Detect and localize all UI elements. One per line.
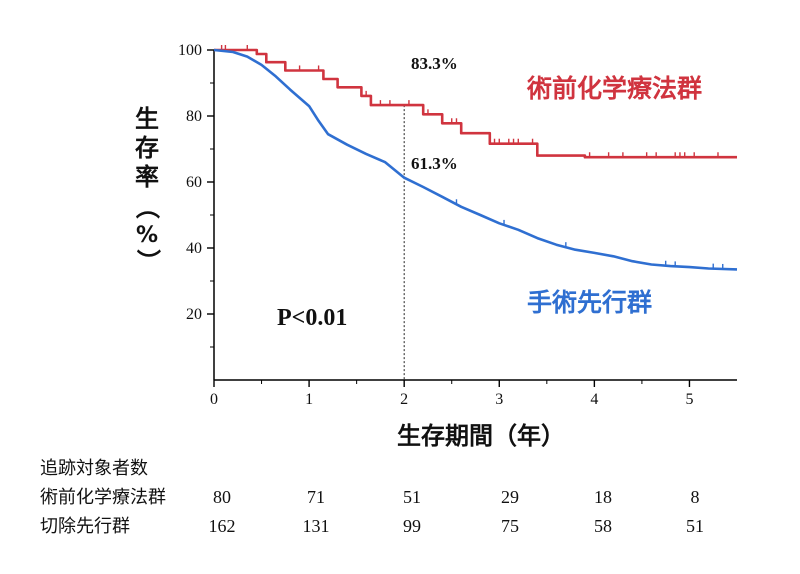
risk-row-label-chemo: 術前化学療法群 [40,487,166,508]
x-tick-label: 2 [400,391,408,408]
x-axis-label: 生存期間（年） [397,422,565,450]
risk-table-value: 75 [501,516,519,536]
risk-table-value: 29 [501,487,519,507]
annotation-chemo-2yr: 83.3% [411,54,458,73]
y-label-char-2: 存 [135,134,159,162]
y-tick-label: 80 [186,108,202,125]
y-tick-label: 20 [186,306,202,323]
x-tick-label: 1 [305,391,313,408]
legend-chemo-group: 術前化学療法群 [526,74,702,103]
risk-table-value: 71 [307,487,325,507]
risk-table-value: 80 [213,487,231,507]
survival-curves [213,45,738,271]
risk-table: 追跡対象者数 術前化学療法群 切除先行群 80 71 51 29 18 8 162 131 99… [40,458,704,537]
risk-table-title: 追跡対象者数 [40,458,148,479]
risk-row-label-surgery: 切除先行群 [40,516,130,537]
risk-table-value: 8 [691,487,700,507]
y-label-char-6: ） [134,249,162,273]
series-line-chemo [214,48,737,159]
risk-table-value: 51 [403,487,421,507]
series-line-surgery [213,48,738,271]
risk-table-value: 162 [209,516,236,536]
risk-table-value: 51 [686,516,704,536]
legend-surgery-group: 手術先行群 [527,288,652,317]
y-axis-label: 生 存 率 （ % ） [133,105,162,273]
x-tick-label: 3 [495,391,503,408]
x-tick-label: 4 [590,391,598,408]
x-tick-label: 0 [210,391,218,408]
risk-table-value: 131 [303,516,330,536]
y-label-char-1: 生 [135,105,159,133]
annotation-surgery-2yr: 61.3% [411,154,458,173]
y-label-char-4: （ [133,195,161,219]
risk-table-value: 18 [594,487,612,507]
y-label-char-5: % [136,223,158,248]
y-tick-label: 100 [178,42,202,59]
y-label-char-3: 率 [135,163,159,191]
y-tick-label: 60 [186,174,202,191]
axis-ticks: 0 1 2 3 4 5 20 40 60 80 100 [178,42,693,408]
risk-table-value: 58 [594,516,612,536]
p-value-label: P<0.01 [277,305,347,331]
y-tick-label: 40 [186,240,202,257]
x-tick-label: 5 [685,391,693,408]
risk-table-value: 99 [403,516,421,536]
